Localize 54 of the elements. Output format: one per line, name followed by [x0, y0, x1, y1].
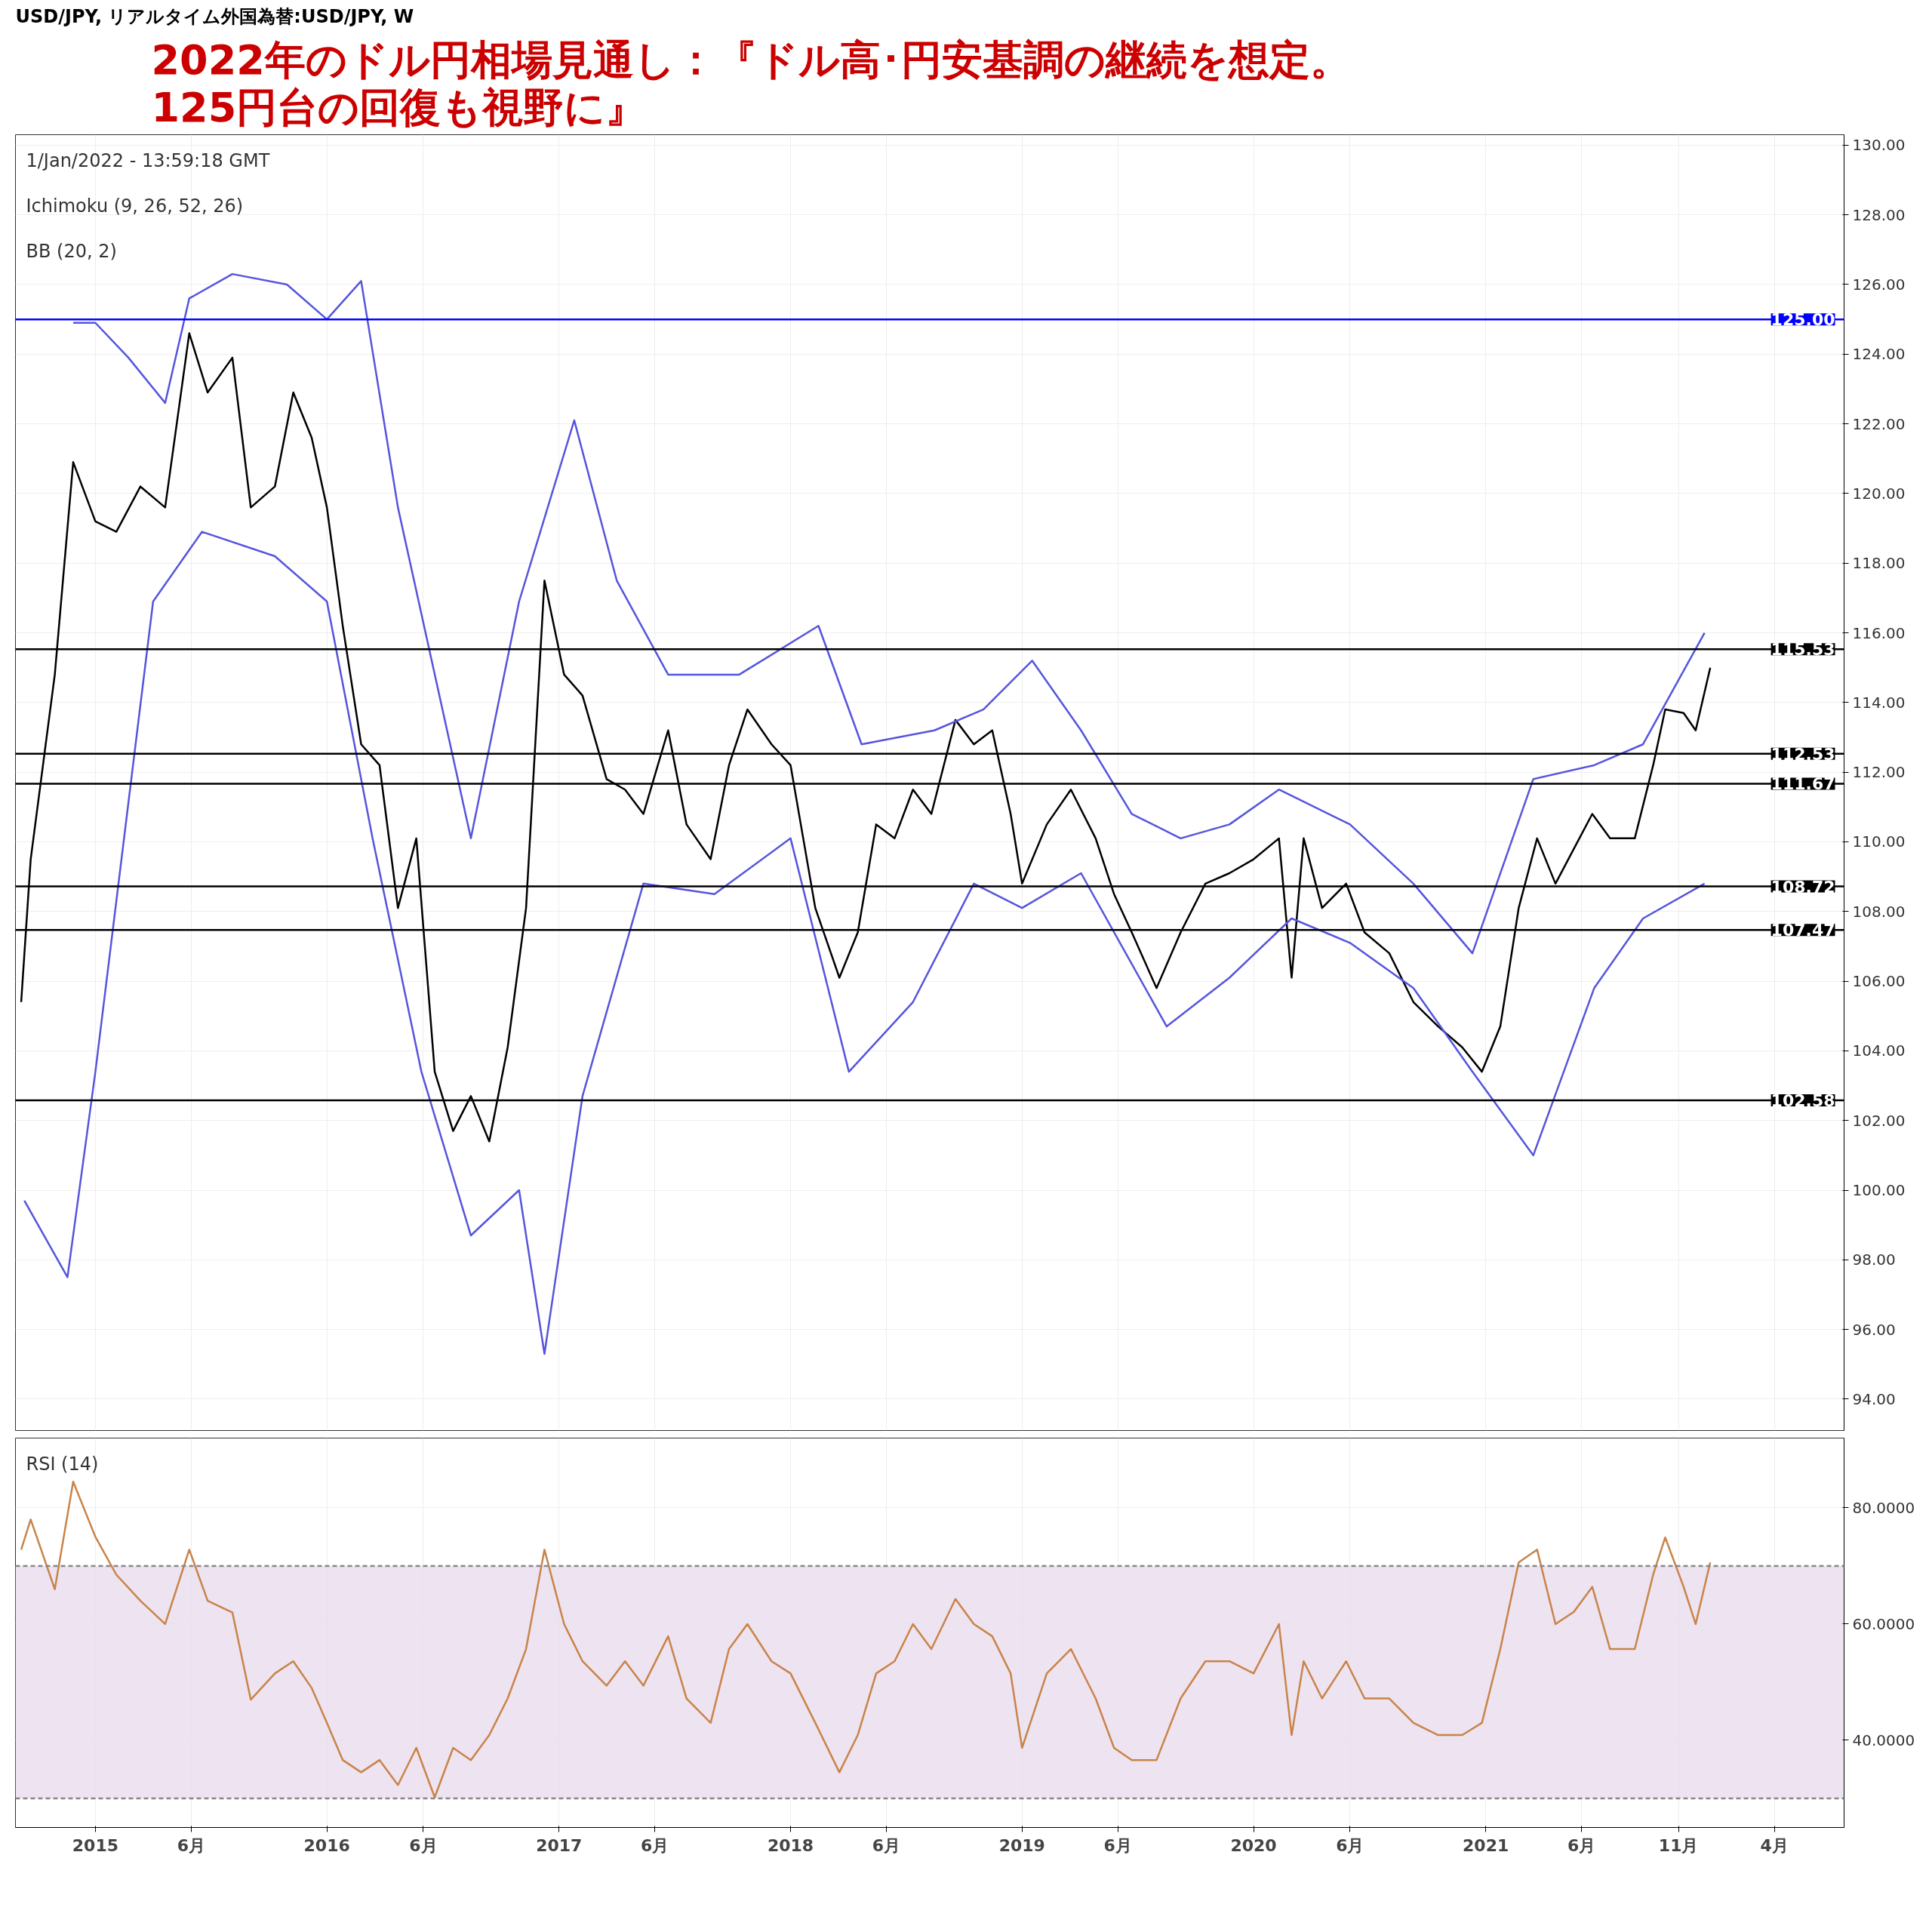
y-tick-label: 122.00 — [1852, 414, 1906, 433]
x-tick-label: 6月 — [1567, 1835, 1596, 1855]
line-series — [23, 531, 1706, 1355]
x-tick-label: 6月 — [872, 1835, 901, 1855]
ref-line-label: 107.47 — [1770, 921, 1835, 940]
ref-line-label: 112.53 — [1770, 744, 1835, 764]
x-tick-label: 11月 — [1658, 1835, 1699, 1855]
annotation: BB (20, 2) — [26, 240, 117, 262]
annotation: RSI (14) — [26, 1453, 99, 1475]
y-tick-label: 108.00 — [1852, 902, 1906, 921]
x-tick-label: 6月 — [641, 1835, 669, 1855]
x-tick-label: 2016 — [303, 1835, 350, 1855]
y-tick-label: 110.00 — [1852, 832, 1906, 851]
y-tick-label: 128.00 — [1852, 205, 1906, 224]
x-tick-label: 2015 — [72, 1835, 119, 1855]
x-tick-label: 2019 — [998, 1835, 1045, 1855]
y-tick-label: 80.0000 — [1852, 1498, 1915, 1517]
x-tick-label: 4月 — [1760, 1835, 1789, 1855]
y-tick-label: 116.00 — [1852, 623, 1906, 642]
annotation: Ichimoku (9, 26, 52, 26) — [26, 195, 244, 217]
x-tick-label: 6月 — [409, 1835, 438, 1855]
y-tick-label: 94.00 — [1852, 1389, 1896, 1408]
y-tick-label: 118.00 — [1852, 554, 1906, 573]
x-tick-label: 2021 — [1463, 1835, 1509, 1855]
x-tick-label: 6月 — [1103, 1835, 1132, 1855]
y-tick-label: 124.00 — [1852, 345, 1906, 364]
y-tick-label: 126.00 — [1852, 275, 1906, 294]
y-tick-label: 106.00 — [1852, 972, 1906, 991]
y-tick-label: 100.00 — [1852, 1181, 1906, 1200]
x-tick-label: 6月 — [177, 1835, 205, 1855]
y-tick-label: 130.00 — [1852, 136, 1906, 155]
y-tick-label: 102.00 — [1852, 1111, 1906, 1130]
y-tick-label: 98.00 — [1852, 1251, 1896, 1269]
y-tick-label: 40.0000 — [1852, 1730, 1915, 1749]
line-series — [20, 1481, 1712, 1798]
ref-line-label: 125.00 — [1770, 310, 1835, 330]
y-tick-label: 112.00 — [1852, 763, 1906, 782]
y-tick-label: 60.0000 — [1852, 1614, 1915, 1633]
y-tick-label: 104.00 — [1852, 1041, 1906, 1060]
y-tick-label: 96.00 — [1852, 1320, 1896, 1339]
x-tick-label: 6月 — [1336, 1835, 1364, 1855]
y-tick-label: 114.00 — [1852, 693, 1906, 712]
annotation: 1/Jan/2022 - 13:59:18 GMT — [26, 149, 270, 171]
y-tick-label: 120.00 — [1852, 484, 1906, 503]
ref-line-label: 102.58 — [1770, 1091, 1835, 1110]
ref-line-label: 115.53 — [1770, 640, 1835, 660]
x-tick-label: 2017 — [536, 1835, 583, 1855]
ref-line-label: 108.72 — [1770, 877, 1835, 897]
x-tick-label: 2020 — [1230, 1835, 1277, 1855]
chart-title: 2022年のドル円相場見通し：『ドル高･円安基調の継続を想定。 125円台の回復も視野に』 — [151, 35, 1351, 131]
chart-subtitle: USD/JPY, リアルタイム外国為替:USD/JPY, W — [15, 5, 414, 27]
x-tick-label: 2018 — [767, 1835, 814, 1855]
ref-line-label: 111.67 — [1770, 774, 1835, 794]
line-series — [72, 272, 1706, 955]
